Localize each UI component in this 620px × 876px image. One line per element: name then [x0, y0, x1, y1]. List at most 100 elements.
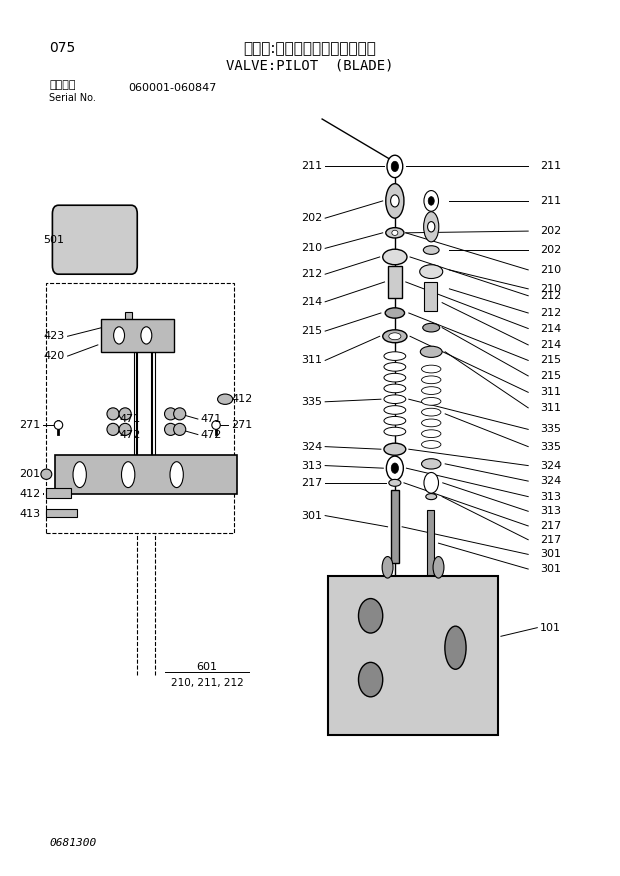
Ellipse shape: [384, 363, 405, 371]
Ellipse shape: [141, 327, 152, 344]
Ellipse shape: [384, 416, 405, 425]
Ellipse shape: [54, 420, 63, 429]
Circle shape: [391, 161, 399, 172]
Text: 202: 202: [540, 226, 562, 237]
Text: 適用号機: 適用号機: [50, 81, 76, 90]
Text: 202: 202: [301, 213, 322, 223]
Ellipse shape: [174, 408, 186, 420]
Ellipse shape: [433, 556, 444, 578]
Ellipse shape: [122, 462, 135, 488]
Ellipse shape: [422, 365, 441, 373]
Text: 335: 335: [540, 442, 561, 452]
Text: 324: 324: [540, 461, 562, 470]
Ellipse shape: [386, 184, 404, 218]
Ellipse shape: [384, 384, 405, 392]
Text: 324: 324: [540, 476, 562, 486]
Text: 075: 075: [50, 41, 76, 55]
Text: 214: 214: [540, 340, 562, 350]
Ellipse shape: [384, 352, 405, 360]
Ellipse shape: [386, 228, 404, 238]
Ellipse shape: [445, 626, 466, 669]
Bar: [101, 319, 174, 352]
Bar: [424, 282, 437, 311]
Text: 217: 217: [301, 477, 322, 488]
Circle shape: [386, 456, 404, 480]
Text: 313: 313: [540, 506, 561, 516]
Ellipse shape: [212, 420, 220, 429]
Text: 211: 211: [301, 161, 322, 172]
Bar: [46, 509, 77, 518]
Text: 217: 217: [540, 534, 562, 545]
Text: 210: 210: [540, 284, 562, 293]
Bar: [125, 312, 133, 328]
Text: 311: 311: [301, 356, 322, 365]
Ellipse shape: [392, 230, 398, 236]
Text: 301: 301: [540, 549, 561, 560]
Ellipse shape: [384, 373, 405, 382]
Bar: [388, 265, 402, 299]
Text: 210: 210: [301, 244, 322, 253]
Text: 215: 215: [540, 371, 562, 381]
Bar: [328, 576, 498, 736]
Ellipse shape: [423, 212, 439, 242]
Ellipse shape: [428, 222, 435, 232]
Text: 412: 412: [19, 489, 40, 499]
Bar: [46, 488, 71, 498]
Ellipse shape: [107, 408, 119, 420]
Ellipse shape: [107, 423, 119, 435]
Ellipse shape: [174, 423, 186, 435]
Text: 324: 324: [301, 442, 322, 452]
Text: 212: 212: [540, 291, 562, 300]
Ellipse shape: [119, 423, 131, 435]
Ellipse shape: [384, 395, 405, 404]
Text: 210, 211, 212: 210, 211, 212: [170, 678, 243, 688]
Ellipse shape: [384, 443, 405, 456]
Ellipse shape: [389, 333, 401, 340]
Circle shape: [387, 155, 403, 178]
Ellipse shape: [382, 556, 393, 578]
Text: 313: 313: [301, 461, 322, 470]
Circle shape: [391, 463, 399, 473]
Ellipse shape: [170, 462, 184, 488]
Text: 311: 311: [540, 403, 561, 413]
Ellipse shape: [41, 469, 52, 479]
Text: 501: 501: [43, 235, 64, 244]
Text: 311: 311: [540, 387, 561, 398]
Text: 472: 472: [119, 429, 141, 440]
Ellipse shape: [422, 459, 441, 469]
Text: 313: 313: [540, 491, 561, 502]
Ellipse shape: [423, 323, 440, 332]
Ellipse shape: [383, 329, 407, 343]
Text: 210: 210: [540, 265, 562, 275]
Ellipse shape: [423, 246, 439, 254]
Ellipse shape: [164, 423, 177, 435]
Text: 335: 335: [540, 424, 561, 434]
Text: 211: 211: [540, 161, 562, 172]
FancyBboxPatch shape: [53, 205, 137, 274]
Text: 215: 215: [540, 356, 562, 365]
Ellipse shape: [358, 598, 383, 633]
Text: 413: 413: [19, 509, 40, 519]
Bar: [427, 511, 434, 577]
Ellipse shape: [389, 479, 401, 486]
Text: 060001-060847: 060001-060847: [128, 83, 216, 93]
Bar: [46, 283, 234, 533]
Text: 212: 212: [540, 308, 562, 318]
Text: 214: 214: [301, 297, 322, 307]
Text: 301: 301: [540, 564, 561, 574]
Bar: [391, 490, 399, 563]
Ellipse shape: [384, 406, 405, 414]
Text: 202: 202: [540, 245, 562, 255]
Circle shape: [428, 196, 434, 205]
Bar: [55, 456, 237, 494]
Ellipse shape: [218, 394, 232, 405]
Ellipse shape: [384, 427, 405, 436]
Ellipse shape: [420, 265, 443, 279]
Text: 601: 601: [197, 662, 218, 673]
Ellipse shape: [383, 249, 407, 265]
Ellipse shape: [422, 386, 441, 394]
Text: 214: 214: [540, 323, 562, 334]
Text: 211: 211: [540, 196, 562, 206]
Text: バルブ:パイロット（ブレード）: バルブ:パイロット（ブレード）: [244, 41, 376, 56]
Ellipse shape: [391, 194, 399, 207]
